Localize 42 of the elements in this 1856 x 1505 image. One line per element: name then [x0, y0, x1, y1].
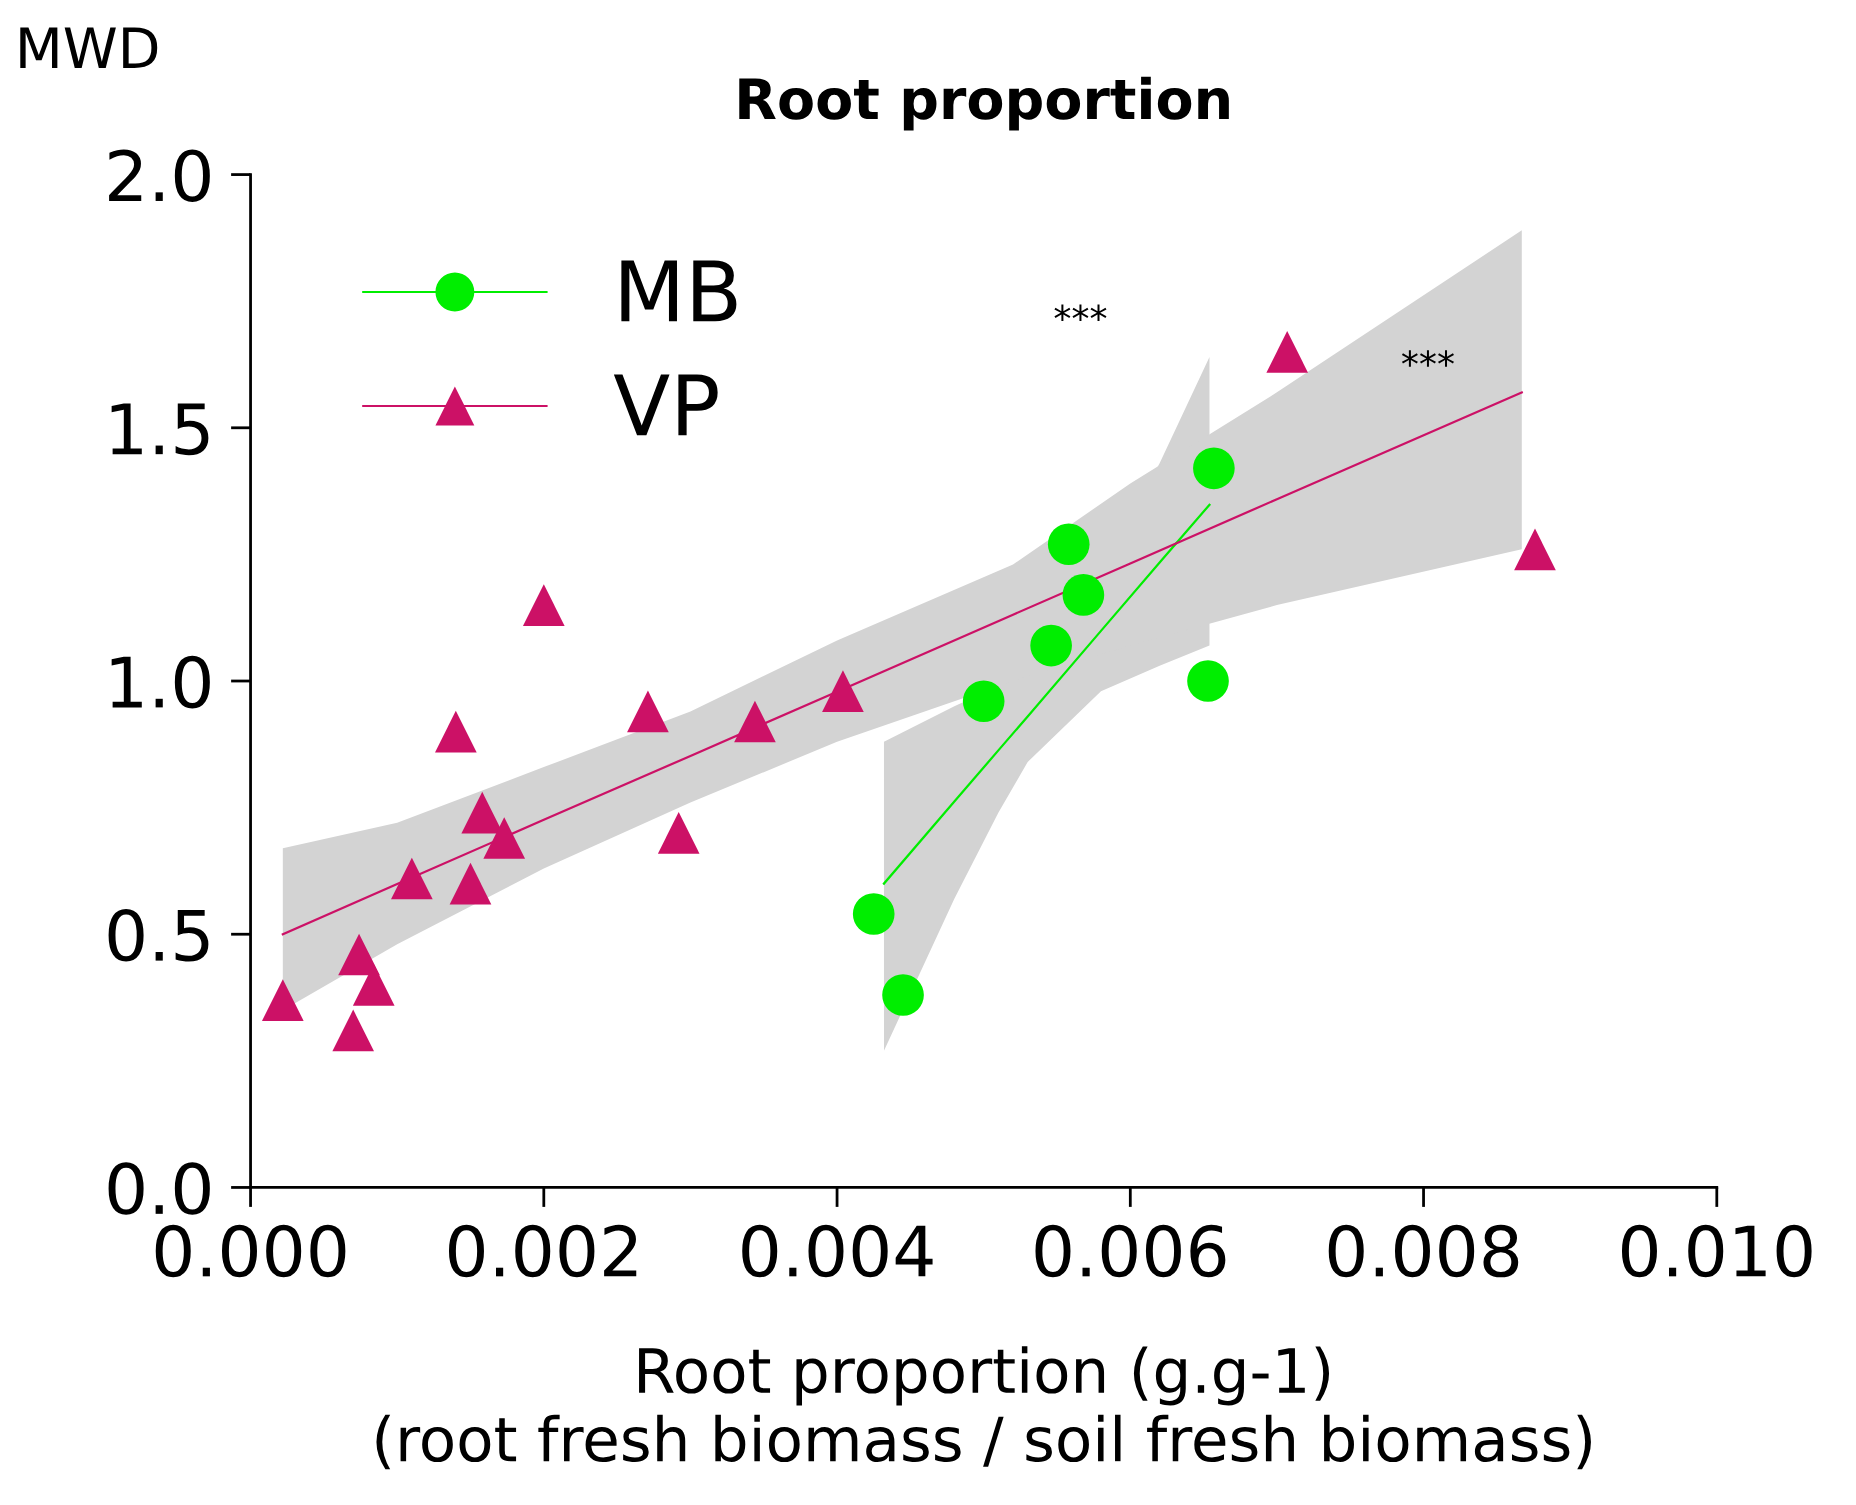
point [627, 690, 669, 733]
y-tick-label: 1.0 [111, 655, 210, 709]
point [449, 862, 492, 905]
x-axis-title: Root proportion (g.g-1) (root fresh biomass / soil fresh biomass) [376, 1346, 1591, 1470]
point [332, 1009, 375, 1052]
point [1047, 523, 1090, 566]
x-tick-label: 0.006 [1035, 1224, 1226, 1278]
point [1514, 528, 1556, 571]
y-tick-label: 1.5 [111, 403, 209, 456]
point [1266, 331, 1309, 373]
point [483, 817, 526, 859]
x-tick-label: 0.008 [1328, 1224, 1519, 1278]
point [391, 857, 433, 900]
x-tick-label: 0.010 [1621, 1224, 1812, 1278]
point [1030, 624, 1072, 667]
point [882, 974, 924, 1016]
annotation: *** [1401, 350, 1454, 367]
chart-title: Root proportion [739, 76, 1229, 131]
y-tick-label: 0.0 [108, 1162, 210, 1215]
point [734, 700, 776, 743]
point [822, 670, 864, 712]
annotation: *** [1054, 304, 1107, 322]
point [338, 933, 380, 976]
line-series [882, 503, 1211, 885]
y-tick-label: 2.0 [109, 149, 210, 202]
legend-label: MB [621, 260, 737, 322]
point [1187, 660, 1229, 702]
legend-label: VP [613, 374, 718, 436]
point [522, 584, 565, 626]
point [852, 893, 895, 935]
y-axis-title: MWD [20, 27, 158, 68]
point [435, 710, 477, 753]
point [657, 812, 700, 854]
x-tick-label: 0.004 [742, 1224, 933, 1278]
point [962, 680, 1005, 723]
x-tick-label: 0.000 [155, 1224, 346, 1278]
point [1062, 574, 1105, 616]
y-tick-label: 0.5 [108, 909, 209, 962]
point [261, 979, 304, 1021]
point [352, 964, 395, 1006]
point [1193, 447, 1235, 490]
x-tick-label: 0.002 [448, 1224, 637, 1278]
